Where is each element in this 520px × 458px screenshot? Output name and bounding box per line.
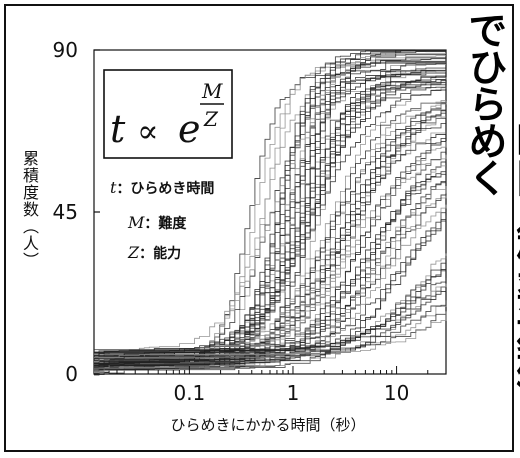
series-line [94, 313, 447, 354]
y-axis-label: 累積度数（人） [20, 150, 39, 269]
title-container: ゆらぎ時間（確率過程）でひらめく [460, 10, 520, 440]
series-line [94, 193, 447, 367]
formula-e: e [178, 107, 201, 151]
formula-proportional: ∝ [137, 112, 159, 150]
series-line [94, 255, 447, 366]
series-line [94, 67, 446, 355]
legend-item-t: t：ひらめき時間 [110, 178, 214, 197]
y-axis: 0 45 90 [53, 38, 100, 386]
y-tick-label: 0 [65, 362, 78, 386]
series-line [94, 186, 447, 372]
y-tick-label: 90 [53, 38, 78, 62]
x-axis: 0.1 1 10 [116, 366, 447, 405]
curves-group [94, 49, 447, 376]
figure-frame [4, 4, 514, 452]
x-tick-label: 10 [384, 381, 409, 405]
x-axis-label: ひらめきにかかる時間（秒） [170, 416, 365, 434]
legend-item-z: Z：能力 [127, 243, 181, 262]
series-line [94, 288, 447, 351]
formula-denominator: Z [203, 107, 219, 131]
formula-numerator: M [201, 79, 223, 103]
series-line [94, 283, 447, 369]
x-tick-label: 1 [287, 381, 300, 405]
legend-item-m: M：難度 [127, 213, 187, 232]
formula-t: t [110, 107, 126, 151]
x-tick-label: 0.1 [173, 381, 205, 405]
legend: t：ひらめき時間 M：難度 Z：能力 [106, 176, 230, 266]
series-line [94, 82, 446, 363]
series-line [94, 311, 447, 362]
y-tick-label: 45 [53, 200, 78, 224]
chart-title: ゆらぎ時間（確率過程）でひらめく [462, 10, 520, 417]
formula-box [103, 69, 233, 159]
series-line [94, 122, 446, 365]
series-line [94, 299, 447, 361]
series-line [94, 81, 446, 357]
